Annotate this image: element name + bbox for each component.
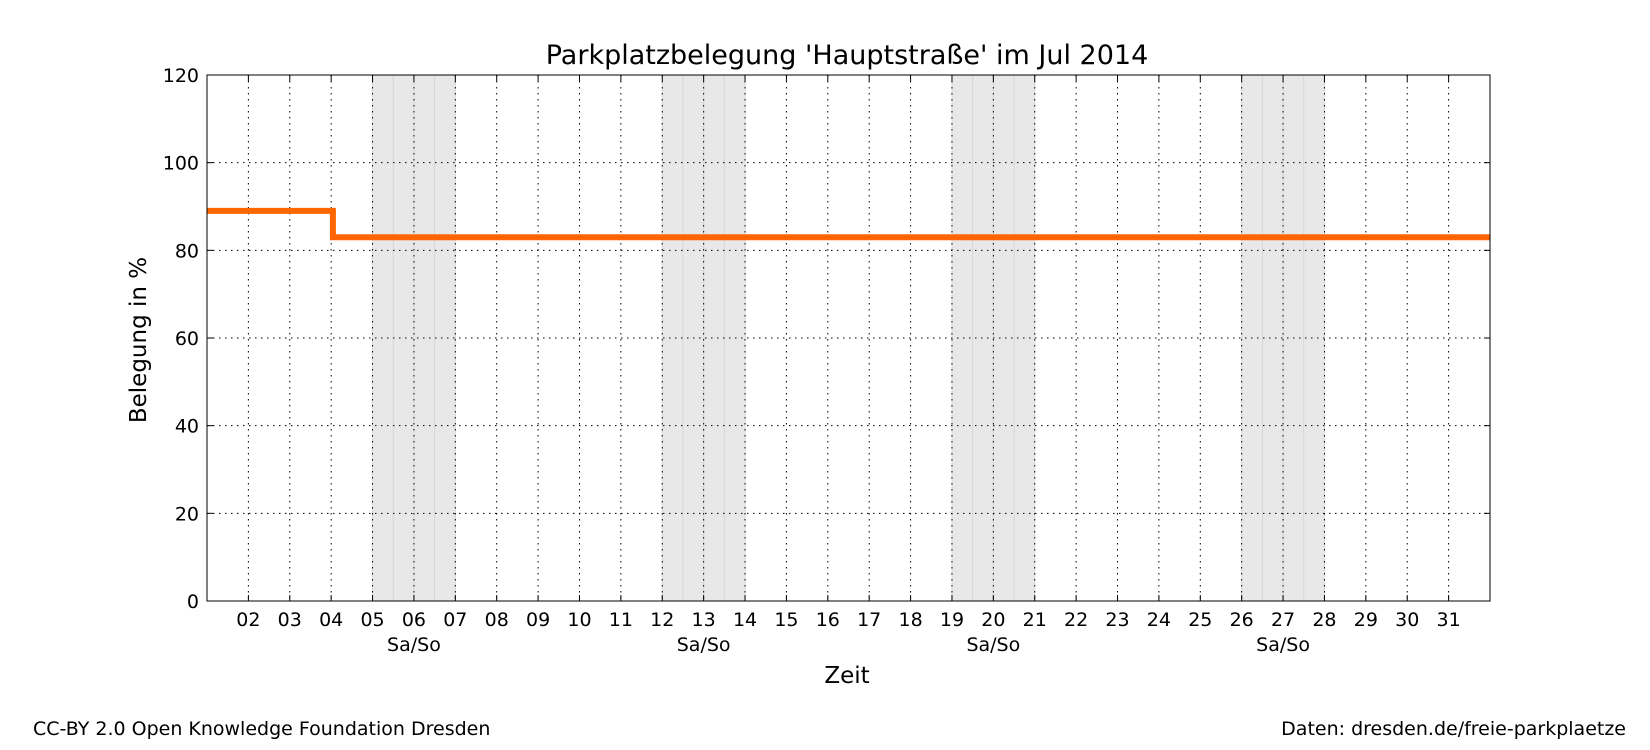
y-tick-label: 100 bbox=[163, 153, 199, 175]
x-tick-label: 16 bbox=[816, 609, 840, 631]
x-tick-label: 23 bbox=[1105, 609, 1129, 631]
x-tick-label: 28 bbox=[1312, 609, 1336, 631]
y-tick-label: 0 bbox=[187, 591, 199, 613]
chart-title: Parkplatzbelegung 'Hauptstraße' im Jul 2… bbox=[546, 40, 1149, 71]
weekend-label: Sa/So bbox=[966, 634, 1020, 656]
y-tick-label: 20 bbox=[175, 503, 199, 525]
x-tick-label: 22 bbox=[1064, 609, 1088, 631]
series-layer bbox=[207, 207, 1490, 241]
x-tick-label: 09 bbox=[526, 609, 550, 631]
tick-marks bbox=[207, 74, 1490, 602]
x-tick-label: 25 bbox=[1188, 609, 1212, 631]
weekend-labels: Sa/So Sa/So Sa/So Sa/So bbox=[387, 634, 1310, 656]
x-tick-label: 02 bbox=[236, 609, 260, 631]
x-tick-label: 29 bbox=[1354, 609, 1378, 631]
x-tick-label: 19 bbox=[940, 609, 964, 631]
series-line bbox=[207, 207, 1490, 241]
x-tick-label: 10 bbox=[567, 609, 591, 631]
y-tick-label: 80 bbox=[175, 240, 199, 262]
x-tick-label: 04 bbox=[319, 609, 343, 631]
weekend-bands bbox=[372, 75, 1325, 601]
x-tick-label: 14 bbox=[733, 609, 757, 631]
data-source-credit: Daten: dresden.de/freie-parkplaetze bbox=[1281, 718, 1626, 740]
x-tick-label: 05 bbox=[360, 609, 384, 631]
x-tick-label: 06 bbox=[402, 609, 426, 631]
x-tick-label: 20 bbox=[981, 609, 1005, 631]
x-tick-label: 18 bbox=[898, 609, 922, 631]
x-tick-label: 15 bbox=[774, 609, 798, 631]
x-tick-label: 26 bbox=[1230, 609, 1254, 631]
x-tick-label: 30 bbox=[1395, 609, 1419, 631]
license-credit: CC-BY 2.0 Open Knowledge Foundation Dres… bbox=[33, 718, 491, 740]
x-tick-label: 31 bbox=[1437, 609, 1461, 631]
x-axis-label: Zeit bbox=[824, 663, 869, 689]
y-tick-label: 40 bbox=[175, 416, 199, 438]
y-tick-labels: 0 20 40 60 80 100 120 bbox=[163, 65, 199, 613]
y-axis-label: Belegung in % bbox=[126, 257, 152, 423]
weekend-label: Sa/So bbox=[677, 634, 731, 656]
x-tick-label: 24 bbox=[1147, 609, 1171, 631]
weekend-label: Sa/So bbox=[387, 634, 441, 656]
x-tick-label: 12 bbox=[650, 609, 674, 631]
x-tick-label: 03 bbox=[278, 609, 302, 631]
weekend-label: Sa/So bbox=[1256, 634, 1310, 656]
y-tick-label: 120 bbox=[163, 65, 199, 87]
x-tick-label: 21 bbox=[1023, 609, 1047, 631]
x-tick-label: 13 bbox=[692, 609, 716, 631]
x-tick-label: 27 bbox=[1271, 609, 1295, 631]
x-tick-label: 07 bbox=[443, 609, 467, 631]
x-tick-label: 17 bbox=[857, 609, 881, 631]
x-tick-labels: 02 03 04 05 06 07 08 09 10 11 12 13 14 15 16 17 18 19 20 21… bbox=[236, 609, 1460, 631]
y-tick-label: 60 bbox=[175, 328, 199, 350]
x-tick-label: 11 bbox=[609, 609, 633, 631]
x-tick-label: 08 bbox=[485, 609, 509, 631]
